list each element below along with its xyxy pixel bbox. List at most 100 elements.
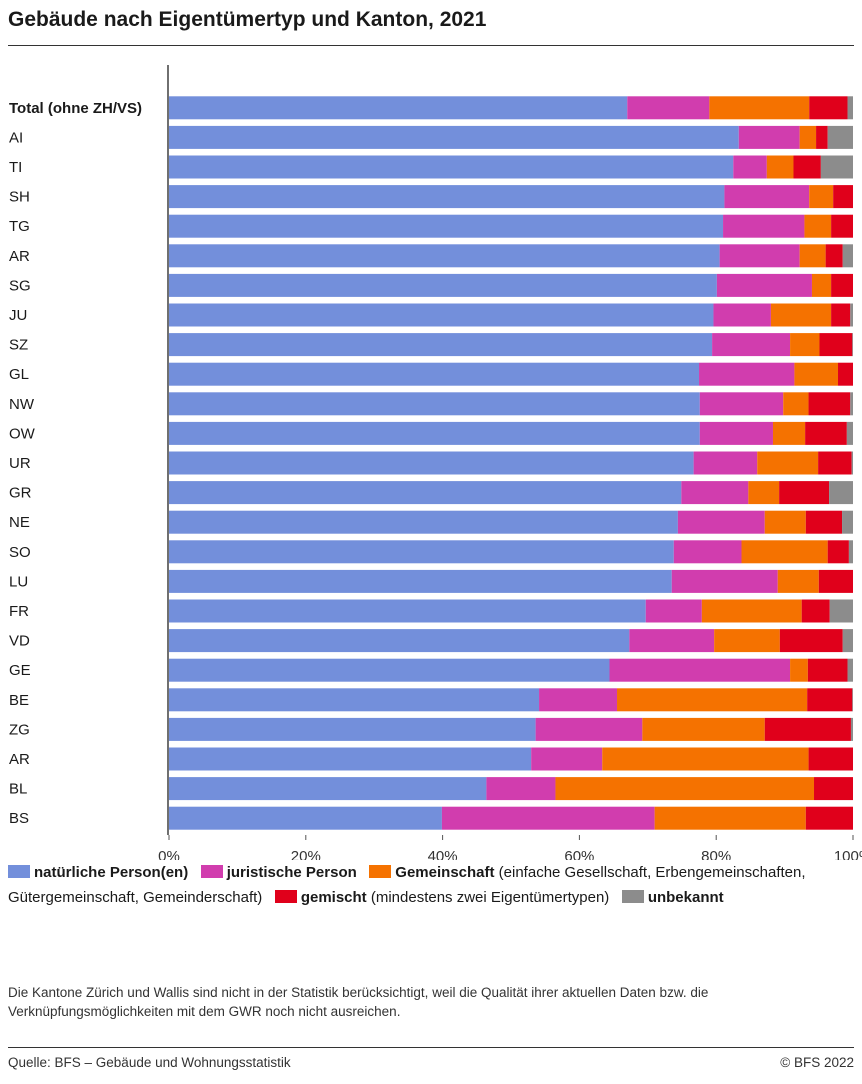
legend-item-unbekannt: unbekannt (621, 889, 724, 906)
bar-segment-gemeinschaft (770, 303, 832, 327)
bar-segment-unbekannt (850, 717, 853, 741)
chart-title: Gebäude nach Eigentümertyp und Kanton, 2… (8, 8, 487, 31)
category-label: BE (9, 692, 29, 709)
bar-segment-unbekannt (842, 629, 853, 653)
category-label: SZ (9, 337, 28, 354)
bar-segment-natuerlich (169, 451, 694, 475)
legend-item-gemischt: gemischt (mindestens zwei Eigentümertype… (274, 889, 610, 906)
bar-segment-gemeinschaft (772, 421, 806, 445)
bar-segment-natuerlich (169, 125, 739, 149)
bar-segment-gemischt (818, 451, 852, 475)
stacked-bar-chart: Total (ohne ZH/VS) AI TI SH TG AR SG JU SZ GL NW OW… (9, 65, 862, 860)
category-label: SG (9, 277, 31, 294)
category-label: ZG (9, 721, 30, 738)
bar-segment-unbekannt (851, 451, 853, 475)
bar-segment-juristisch (673, 540, 742, 564)
bar-segment-gemischt (818, 569, 853, 593)
bar-segment-gemeinschaft (783, 392, 809, 416)
x-tick-label: 100% (834, 848, 862, 860)
category-label: LU (9, 573, 28, 590)
bar-segment-natuerlich (169, 155, 734, 179)
bar-segment-natuerlich (169, 303, 714, 327)
category-label: NE (9, 514, 30, 531)
x-tick-label: 0% (158, 848, 180, 860)
bar-segment-gemischt (831, 303, 851, 327)
legend-swatch-juristisch (200, 865, 223, 878)
title-divider (8, 45, 854, 46)
category-label: OW (9, 425, 36, 442)
bar-segment-gemischt (779, 629, 843, 653)
bar-segment-gemeinschaft (709, 96, 810, 120)
category-label: GE (9, 662, 31, 679)
legend-desc-gemischt: (mindestens zwei Eigentümertypen) (370, 889, 610, 906)
bar-segment-natuerlich (169, 392, 700, 416)
bar-segment-juristisch (677, 510, 765, 534)
category-label: BL (9, 781, 27, 798)
bar-segment-unbekannt (846, 421, 853, 445)
bar-segment-juristisch (539, 688, 618, 712)
bar-segment-juristisch (486, 777, 556, 801)
bar-segment-juristisch (699, 392, 784, 416)
legend-label-unbekannt: unbekannt (647, 889, 724, 906)
bar-segment-gemeinschaft (741, 540, 828, 564)
bar-segment-juristisch (719, 244, 800, 268)
bar-segment-gemeinschaft (617, 688, 808, 712)
source-text: Quelle: BFS – Gebäude und Wohnungsstatis… (8, 1055, 291, 1070)
bar-segment-juristisch (629, 629, 715, 653)
bar-segment-gemischt (838, 362, 853, 386)
bar-segment-natuerlich (169, 777, 487, 801)
category-label: GL (9, 366, 29, 383)
bar-segment-gemeinschaft (790, 658, 808, 682)
bar-segment-unbekannt (827, 125, 853, 149)
bar-segment-juristisch (716, 273, 812, 297)
bar-segment-juristisch (723, 214, 805, 238)
x-tick-label: 40% (428, 848, 458, 860)
bar-segment-juristisch (627, 96, 710, 120)
category-label: AI (9, 129, 23, 146)
bar-segment-gemischt (764, 717, 851, 741)
bar-segment-juristisch (733, 155, 767, 179)
bar-segment-gemischt (807, 688, 853, 712)
bar-segment-gemischt (779, 481, 830, 505)
bar-segment-juristisch (609, 658, 791, 682)
bar-segment-gemeinschaft (799, 125, 817, 149)
bar-segment-unbekannt (850, 392, 853, 416)
bar-segment-juristisch (699, 421, 773, 445)
bar-segment-juristisch (693, 451, 758, 475)
copyright-text: © BFS 2022 (780, 1055, 854, 1070)
footer-divider (8, 1047, 854, 1048)
legend-item-gemeinschaft: Gemeinschaft (einfache Gesellschaft, Erb… (8, 864, 806, 906)
bar-segment-gemischt (825, 244, 843, 268)
bar-segment-juristisch (699, 362, 795, 386)
bar-segment-gemeinschaft (602, 747, 809, 771)
bar-segment-juristisch (713, 303, 771, 327)
bar-segment-unbekannt (829, 599, 853, 623)
category-label: AR (9, 248, 30, 265)
bar-segment-juristisch (712, 333, 791, 357)
bar-segment-juristisch (724, 185, 810, 209)
bar-segment-juristisch (645, 599, 702, 623)
legend-swatch-unbekannt (621, 890, 644, 903)
bar-segment-gemeinschaft (777, 569, 819, 593)
bar-segment-natuerlich (169, 510, 678, 534)
bar-segment-gemeinschaft (809, 185, 834, 209)
bar-segment-gemischt (801, 599, 830, 623)
bar-segment-natuerlich (169, 96, 628, 120)
category-label: SH (9, 189, 30, 206)
bar-segment-natuerlich (169, 481, 682, 505)
category-label: Total (ohne ZH/VS) (9, 100, 142, 117)
bar-segment-natuerlich (169, 362, 700, 386)
bar-segment-unbekannt (847, 96, 853, 120)
category-label: GR (9, 485, 32, 502)
bar-segment-unbekannt (847, 658, 853, 682)
bar-segment-natuerlich (169, 569, 672, 593)
bar-segment-gemischt (805, 421, 847, 445)
bar-segment-gemischt (827, 540, 849, 564)
bar-segment-gemeinschaft (714, 629, 780, 653)
bar-segment-gemeinschaft (764, 510, 806, 534)
bar-segment-unbekannt (850, 303, 853, 327)
bar-segment-natuerlich (169, 244, 720, 268)
bar-segment-natuerlich (169, 629, 630, 653)
bar-segment-natuerlich (169, 599, 646, 623)
category-label: FR (9, 603, 29, 620)
